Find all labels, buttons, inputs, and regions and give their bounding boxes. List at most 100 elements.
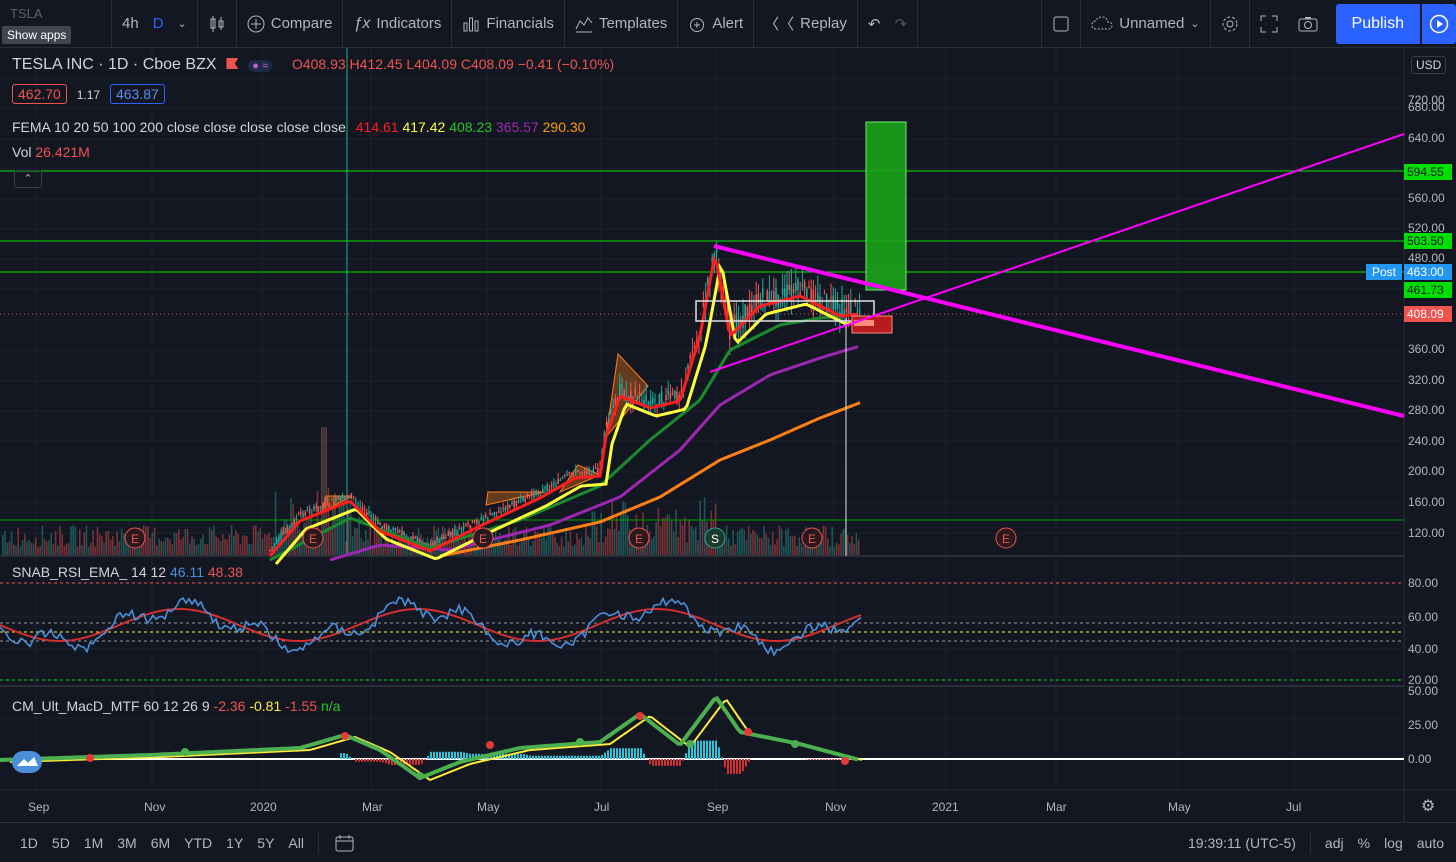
volume-bar bbox=[734, 544, 737, 555]
range-box[interactable] bbox=[695, 300, 875, 322]
long-position-target[interactable] bbox=[865, 121, 907, 291]
candle-body bbox=[469, 525, 471, 529]
range-1m[interactable]: 1M bbox=[83, 834, 104, 851]
percent-toggle[interactable]: % bbox=[1357, 834, 1371, 851]
symbol-title[interactable]: TESLA INC · 1D · Cboe BZX bbox=[12, 56, 217, 73]
tradingview-logo[interactable] bbox=[12, 751, 42, 773]
volume-bar bbox=[615, 516, 618, 555]
macd-hist-bar bbox=[565, 755, 567, 759]
macd-hist-bar bbox=[748, 759, 750, 763]
indicators-button[interactable]: ƒx Indicators bbox=[343, 0, 453, 48]
volume-bar bbox=[26, 541, 28, 555]
currency-label[interactable]: USD bbox=[1411, 56, 1447, 74]
interval-d[interactable]: D bbox=[152, 15, 164, 32]
candle-body bbox=[564, 475, 566, 477]
candle-body bbox=[568, 472, 570, 474]
gear-icon[interactable]: ⚙ bbox=[1421, 798, 1436, 815]
fema-legend[interactable]: FEMA 10 20 50 100 200 close close close … bbox=[12, 119, 585, 135]
goto-date-icon[interactable] bbox=[335, 834, 355, 852]
volume-bar bbox=[321, 427, 323, 555]
price-tick: 720.00 bbox=[1408, 93, 1445, 107]
symbol-search[interactable]: TSLA Show apps bbox=[0, 0, 112, 48]
candle-body bbox=[808, 286, 810, 288]
triangle-pattern[interactable] bbox=[605, 352, 649, 439]
macd-legend[interactable]: CM_Ult_MacD_MTF 60 12 26 9 -2.36 -0.81 -… bbox=[12, 698, 340, 714]
volume-bar bbox=[230, 525, 233, 555]
log-toggle[interactable]: log bbox=[1384, 834, 1403, 851]
range-1d[interactable]: 1D bbox=[20, 834, 38, 851]
settings-button[interactable] bbox=[1211, 0, 1250, 48]
range-ytd[interactable]: YTD bbox=[184, 834, 213, 851]
volume-bar bbox=[675, 509, 677, 555]
adj-toggle[interactable]: adj bbox=[1324, 834, 1344, 851]
collapse-legend-button[interactable]: ⌃ bbox=[14, 170, 42, 188]
chart-style-button[interactable] bbox=[198, 0, 237, 48]
macd-cross-dot bbox=[86, 754, 94, 762]
symbol-mini: TSLA bbox=[10, 5, 43, 21]
price-tick: 480.00 bbox=[1408, 251, 1445, 265]
candle-body bbox=[766, 290, 768, 301]
volume-bar bbox=[191, 536, 193, 555]
volume-bar bbox=[527, 536, 530, 555]
replay-button[interactable]: 〈〈 Replay bbox=[754, 0, 858, 48]
auto-toggle[interactable]: auto bbox=[1416, 834, 1444, 851]
sell-price-button[interactable]: 462.70 bbox=[12, 84, 67, 104]
redo-icon[interactable]: ↷ bbox=[894, 15, 908, 33]
candle-body bbox=[388, 526, 390, 531]
candle-body bbox=[381, 525, 383, 530]
volume-bar bbox=[730, 545, 732, 555]
bottom-divider bbox=[1309, 831, 1311, 854]
volume-bar bbox=[153, 527, 156, 555]
volume-bar bbox=[35, 537, 37, 555]
volume-legend[interactable]: Vol 26.421M bbox=[12, 144, 90, 160]
layout-button[interactable] bbox=[1041, 0, 1082, 48]
fullscreen-button[interactable] bbox=[1250, 0, 1288, 48]
snapshot-button[interactable] bbox=[1288, 0, 1328, 48]
interval-4h[interactable]: 4h bbox=[122, 15, 139, 32]
range-1y[interactable]: 1Y bbox=[226, 834, 244, 851]
publish-button[interactable]: Publish bbox=[1335, 3, 1420, 44]
range-5y[interactable]: 5Y bbox=[257, 834, 275, 851]
volume-bar bbox=[151, 532, 154, 555]
volume-bar bbox=[92, 529, 94, 555]
macd-hist-bar bbox=[535, 755, 537, 759]
volume-bar bbox=[17, 527, 19, 555]
range-all[interactable]: All bbox=[288, 834, 304, 851]
macd-hist-bar bbox=[523, 754, 525, 759]
candle-body bbox=[537, 492, 540, 495]
volume-bar bbox=[417, 527, 420, 555]
clock-time[interactable]: 19:39:11 (UTC-5) bbox=[1188, 834, 1296, 851]
volume-bar bbox=[508, 526, 510, 555]
ascending-trendline[interactable] bbox=[709, 133, 1405, 373]
market-status-icon[interactable]: ● ≈ bbox=[248, 60, 273, 72]
range-6m[interactable]: 6M bbox=[150, 834, 171, 851]
templates-button[interactable]: Templates bbox=[565, 0, 679, 48]
financials-button[interactable]: Financials bbox=[452, 0, 565, 48]
candle-body bbox=[311, 512, 313, 514]
volume-bar bbox=[50, 533, 52, 555]
publish-dropdown-button[interactable] bbox=[1422, 3, 1456, 44]
chevron-down-icon[interactable]: ⌄ bbox=[177, 18, 187, 30]
candle-body bbox=[799, 292, 801, 295]
volume-bar bbox=[802, 546, 805, 555]
time-tick: Sep bbox=[707, 800, 729, 814]
alert-button[interactable]: Alert bbox=[678, 0, 755, 48]
range-3m[interactable]: 3M bbox=[117, 834, 137, 851]
range-5d[interactable]: 5D bbox=[51, 834, 70, 851]
compare-button[interactable]: Compare bbox=[237, 0, 344, 48]
volume-bar bbox=[294, 521, 297, 555]
candle-body bbox=[559, 479, 562, 481]
show-apps-tooltip[interactable]: Show apps bbox=[2, 25, 72, 44]
candle-body bbox=[368, 511, 370, 514]
buy-price-button[interactable]: 463.87 bbox=[109, 84, 165, 104]
volume-bar bbox=[824, 526, 827, 555]
volume-bar bbox=[602, 542, 605, 555]
rsi-legend[interactable]: SNAB_RSI_EMA_ 14 12 46.11 48.38 bbox=[12, 564, 243, 580]
descending-trendline[interactable] bbox=[713, 244, 1405, 418]
candle-body bbox=[478, 521, 480, 524]
layout-name-button[interactable]: Unnamed ⌄ bbox=[1081, 0, 1211, 48]
volume-bar bbox=[783, 546, 785, 555]
volume-bar bbox=[851, 535, 853, 555]
undo-icon[interactable]: ↶ bbox=[867, 15, 881, 33]
